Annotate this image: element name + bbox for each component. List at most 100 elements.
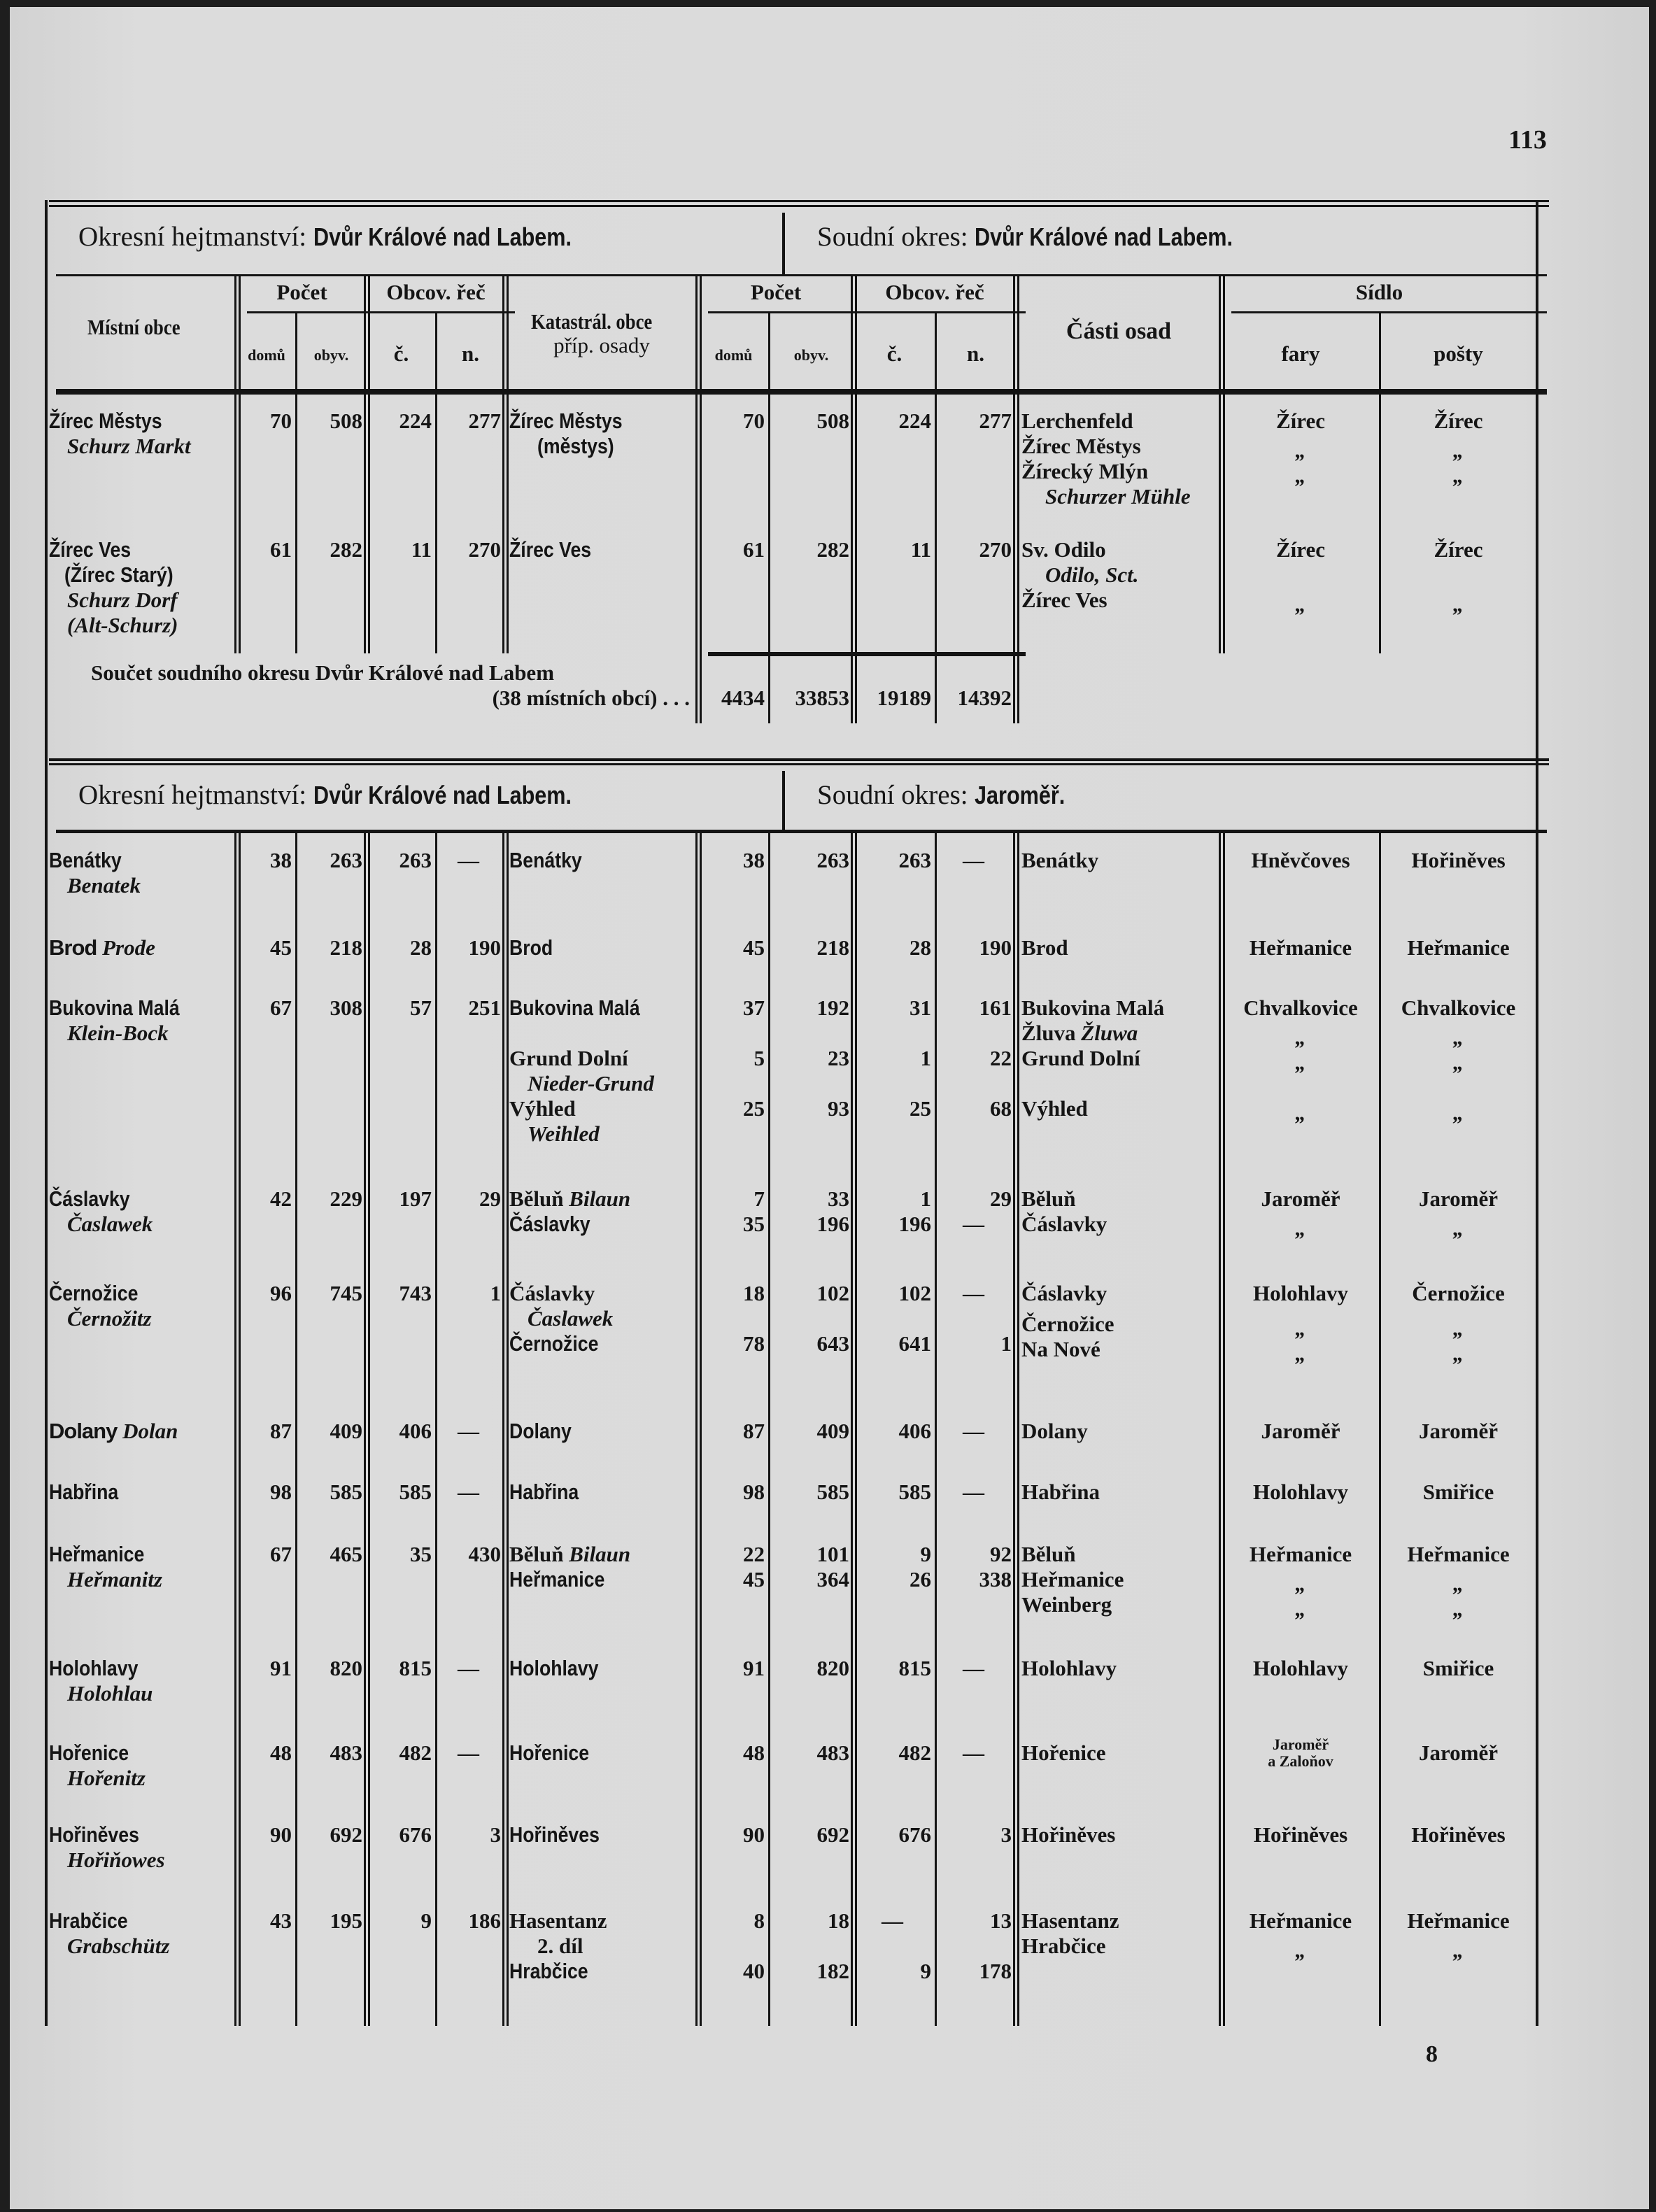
katastral-subname: (městys) — [537, 434, 614, 458]
mistni-obec-cell: Hořiněves Hořiňowes — [49, 1822, 234, 1873]
katastral-cell: Holohlavy — [509, 1656, 695, 1681]
katastral-n-value: 92 — [990, 1542, 1012, 1566]
katastral-name-line: Benátky — [509, 848, 695, 873]
posty-value: „ — [1452, 1100, 1464, 1125]
mistni-c-value: 57 — [410, 995, 432, 1020]
katastral-domu-value: 91 — [743, 1656, 765, 1680]
header-obcov-rec-2: Obcov. řeč — [885, 280, 984, 304]
mistni-obec-name: Benátky — [49, 848, 122, 872]
mistni-obec-german-name: Grabschütz — [67, 1934, 170, 1958]
katastral-domu-value: 5 — [753, 1046, 765, 1070]
katastral-name: Žírec Městys — [509, 409, 623, 433]
header-domu-2: domů — [714, 346, 753, 364]
fary-value: „ — [1295, 592, 1306, 616]
column-rule — [234, 274, 241, 390]
horizontal-rule — [56, 389, 1547, 395]
mistni-c-value: 406 — [399, 1419, 432, 1443]
katastral-n-value: 277 — [979, 409, 1012, 433]
mistni-obec-name-line: Bukovina Malá — [49, 995, 234, 1021]
cast-osady-cell: Dolany — [1021, 1419, 1220, 1444]
katastral-c-value: 1 — [920, 1186, 932, 1211]
katastral-subline: Časlawek — [509, 1306, 695, 1331]
katastral-name-line: Výhled — [509, 1096, 695, 1121]
header-pocet: Počet — [276, 280, 327, 304]
header-sidlo: Sídlo — [1355, 280, 1403, 304]
katastral-cell: Hořiněves — [509, 1822, 695, 1848]
cast-osady-name: Weinberg — [1021, 1592, 1112, 1617]
header-obcov-rec: Obcov. řeč — [386, 280, 486, 304]
katastral-cell: Bukovina Malá — [509, 995, 695, 1021]
katastral-c-value: 26 — [910, 1567, 931, 1591]
cast-osady-subline: Odilo, Sct. — [1021, 562, 1220, 588]
mistni-n-value: — — [458, 1480, 479, 1504]
fary-value: Žírec — [1275, 537, 1325, 562]
cast-osady-line: Bukovina Malá — [1021, 995, 1220, 1021]
column-rule — [435, 832, 437, 2026]
column-rule — [851, 274, 857, 390]
katastral-name: Běluň — [509, 1186, 564, 1211]
fary-value: „ — [1295, 1100, 1306, 1125]
mistni-obec-subline: Klein-Bock — [49, 1021, 234, 1046]
katastral-domu-value: 48 — [743, 1740, 765, 1765]
cast-osady-line: Žírec Městys — [1021, 434, 1220, 459]
katastral-german-name: Bilaun — [569, 1542, 631, 1566]
katastral-subname: Weihled — [528, 1121, 600, 1146]
cast-osady-name: Brod — [1021, 935, 1068, 960]
mistni-obec-cell: Dolany Dolan — [49, 1419, 234, 1444]
cast-osady-line: Žluva Žluwa — [1021, 1021, 1220, 1046]
mistni-obec-subline: (Alt-Schurz) — [49, 613, 234, 638]
cast-osady-name: Hořiněves — [1021, 1822, 1116, 1847]
katastral-cell: Brod — [509, 935, 695, 960]
mistni-domu-value: 38 — [270, 848, 292, 872]
mistni-n-value: 277 — [468, 409, 502, 433]
posty-value: „ — [1452, 1596, 1464, 1621]
katastral-obyv-value: 93 — [828, 1096, 849, 1121]
mistni-obyv-value: 229 — [330, 1186, 363, 1211]
katastral-name-line: Holohlavy — [509, 1656, 695, 1681]
katastral-cell: Běluň Bilaun — [509, 1542, 695, 1567]
mistni-domu-value: 42 — [270, 1186, 292, 1211]
horizontal-rule — [247, 311, 515, 313]
mistni-obec-cell: Habřina — [49, 1480, 234, 1505]
fary-value: Jaroměř — [1261, 1186, 1340, 1211]
katastral-n-value: 270 — [979, 537, 1012, 562]
katastral-c-value: 25 — [910, 1096, 931, 1121]
cast-osady-name: Na Nové — [1021, 1337, 1101, 1361]
fary-value: Holohlavy — [1252, 1281, 1349, 1305]
mistni-n-value: — — [458, 1740, 479, 1765]
fary-value: Holohlavy — [1252, 1656, 1349, 1680]
katastral-domu-value: 45 — [743, 1567, 765, 1591]
mistni-n-value: 430 — [468, 1542, 502, 1566]
mistni-n-value: 3 — [490, 1822, 502, 1847]
header-katastral-2: příp. osady — [553, 333, 650, 357]
mistni-obec-name: Heřmanice — [49, 1542, 145, 1566]
fary-value: „ — [1295, 1050, 1306, 1075]
cast-osady-line: Hrabčice — [1021, 1934, 1220, 1959]
mistni-obyv-value: 263 — [330, 848, 363, 872]
cast-osady-line: Čáslavky — [1021, 1281, 1220, 1306]
katastral-name-line: Černožice — [509, 1331, 695, 1356]
cast-osady-cell: Grund Dolní — [1021, 1046, 1220, 1071]
posty-value: Černožice — [1412, 1281, 1505, 1305]
katastral-n-value: — — [963, 1419, 984, 1443]
mistni-obyv-value: 483 — [330, 1740, 363, 1765]
katastral-name: Heřmanice — [509, 1567, 605, 1591]
fary-value: „ — [1295, 463, 1306, 488]
mistni-obec-cell: Černožice Černožitz — [49, 1281, 234, 1331]
column-rule — [1013, 392, 1019, 653]
mistni-obec-name-line: Benátky — [49, 848, 234, 873]
cast-osady-cell: Habřina — [1021, 1480, 1220, 1505]
mistni-c-value: 482 — [399, 1740, 432, 1765]
posty-value: Smiřice — [1422, 1480, 1494, 1504]
mistni-obec-cell: Hrabčice Grabschütz — [49, 1908, 234, 1959]
cast-osady-line: Hasentanz — [1021, 1908, 1220, 1934]
column-rule — [768, 392, 770, 653]
mistni-n-value: 251 — [468, 995, 502, 1020]
column-rule — [1379, 832, 1381, 2026]
header-n: n. — [462, 341, 479, 366]
posty-value: Smiřice — [1422, 1656, 1494, 1680]
mistni-c-value: 263 — [399, 848, 432, 872]
katastral-c-value: — — [882, 1908, 903, 1933]
fary-value: „ — [1295, 1938, 1306, 1962]
katastral-obyv-value: 182 — [816, 1959, 850, 1983]
